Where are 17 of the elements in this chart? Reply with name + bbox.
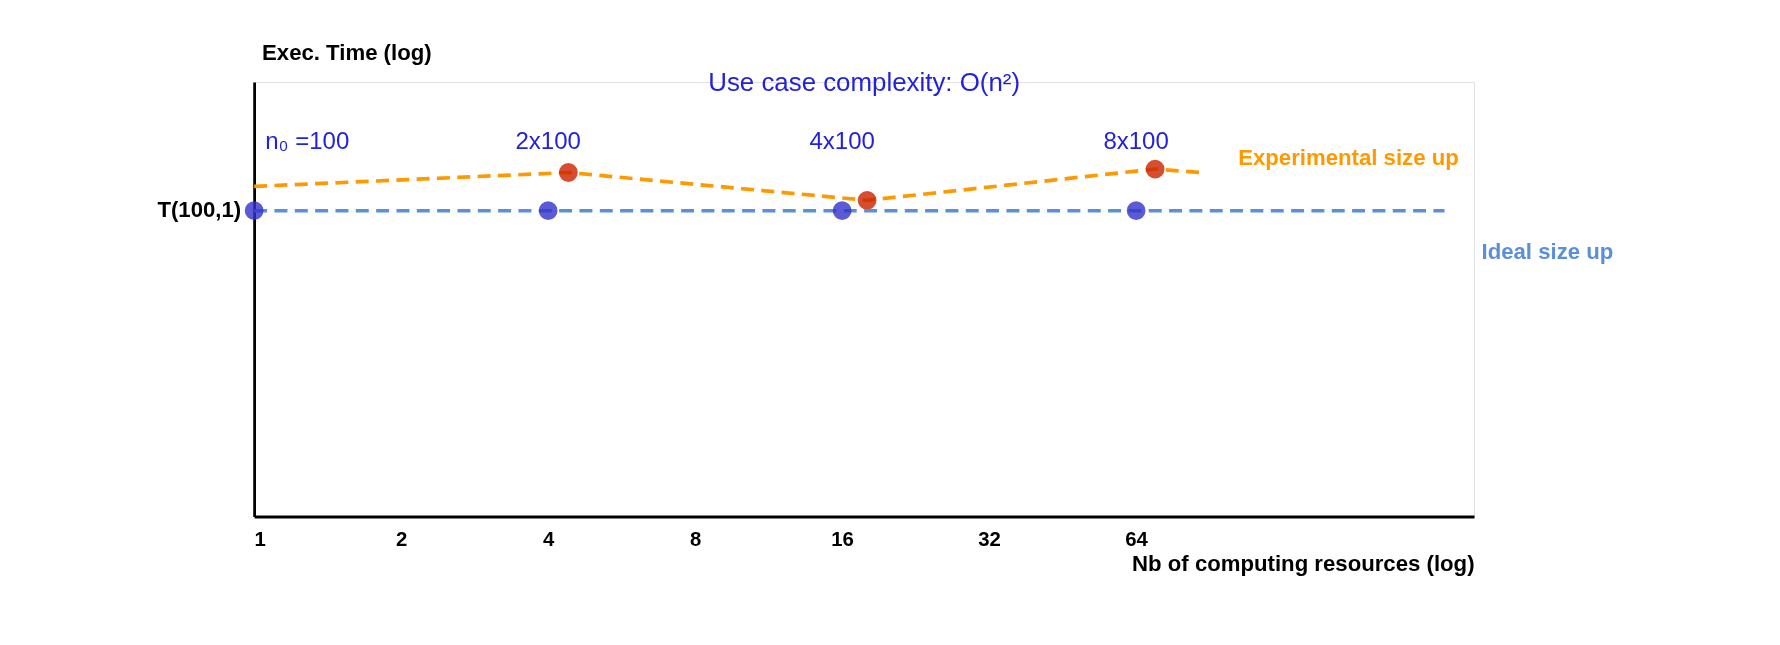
series-label: Experimental size up	[1238, 145, 1459, 171]
x-tick-label: 16	[831, 527, 854, 550]
annotation: 4x100	[809, 126, 875, 154]
text: Ideal size up	[1481, 238, 1614, 264]
x-tick-label: 2	[395, 527, 408, 550]
x-tick-label: 32	[978, 527, 1001, 550]
annotation: n₀ =100	[265, 126, 350, 154]
x-tick-label: 64	[1125, 527, 1149, 550]
y-axis-title: Exec. Time (log)	[262, 39, 432, 65]
annotation: 8x100	[1103, 126, 1169, 154]
x-tick-label: 1	[254, 527, 266, 550]
x-tick-label: 4	[542, 527, 555, 550]
annotation: T(100,1)	[157, 197, 242, 223]
annotation: 2x100	[515, 126, 581, 154]
x-axis-title: Nb of computing resources (log)	[1132, 550, 1475, 576]
x-tick-label: 8	[689, 527, 702, 550]
chart-title: Use case complexity: O(n²)	[708, 68, 1021, 97]
